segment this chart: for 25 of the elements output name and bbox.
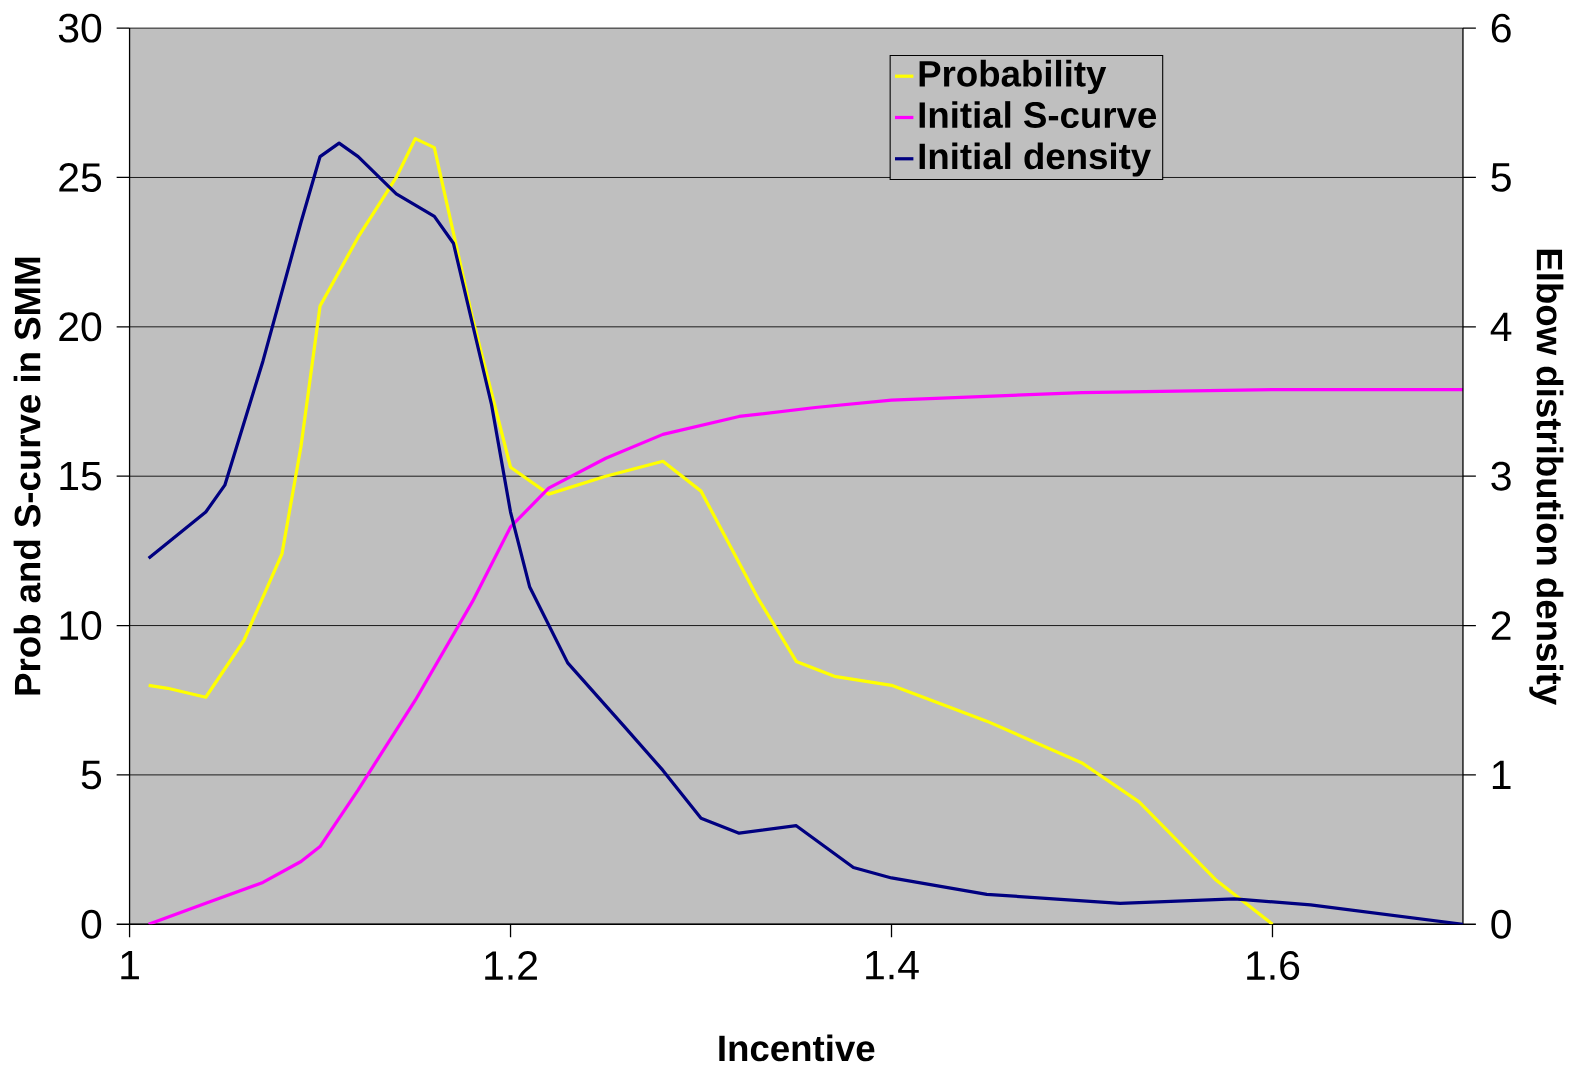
y-tick-label: 15 xyxy=(60,461,102,491)
x-axis-title: Incentive xyxy=(719,1034,875,1062)
y-tick-label: 5 xyxy=(81,760,102,790)
y2-tick-label: 6 xyxy=(1491,13,1511,43)
y-axis-title: Prob and S-curve in SMM xyxy=(13,257,41,695)
y-tick-label: 10 xyxy=(60,611,102,641)
y2-tick-label: 5 xyxy=(1491,163,1511,192)
y-tick-label: 20 xyxy=(59,312,102,342)
y2-tick-label: 1 xyxy=(1492,760,1511,789)
x-tick-label: 1 xyxy=(121,951,139,980)
y2-tick-label: 3 xyxy=(1491,461,1511,491)
line-series xyxy=(147,387,1463,925)
legend-label: Initial S-curve xyxy=(919,101,1157,129)
y-tick-label: 0 xyxy=(81,909,102,939)
y-tick-label: 25 xyxy=(59,162,102,192)
y2-axis-title: Elbow distribution density xyxy=(1529,249,1564,705)
y2-tick-label: 0 xyxy=(1491,909,1511,939)
y-tick-label: 30 xyxy=(58,13,102,43)
legend-label: Initial density xyxy=(919,142,1151,177)
y2-tick-label: 4 xyxy=(1490,312,1512,341)
legend-label: Probability xyxy=(919,59,1107,94)
x-tick-label: 1.2 xyxy=(485,951,537,980)
y2-tick-label: 2 xyxy=(1491,611,1511,640)
x-tick-label: 1.6 xyxy=(1247,951,1300,981)
x-tick-label: 1.4 xyxy=(866,951,919,980)
